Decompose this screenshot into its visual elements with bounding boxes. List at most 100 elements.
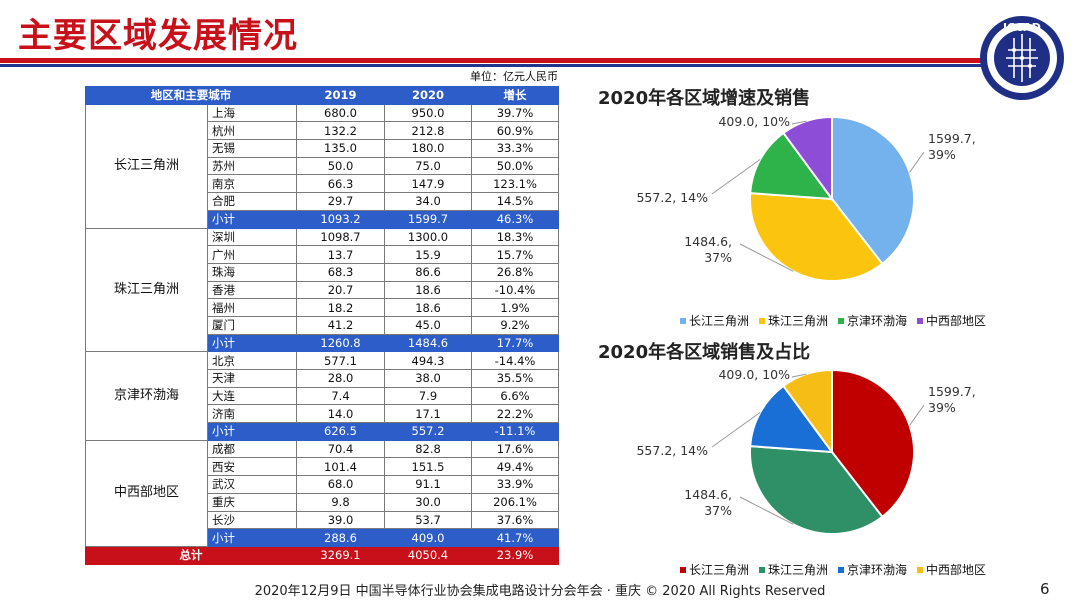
pie-chart-sales-share: 1599.7, 39% 1484.6, 37% 557.2, 14% 409.0, 10% — [636, 367, 976, 535]
total-2020: 4050.4 — [384, 545, 472, 565]
table-header-row: 地区和主要城市 2019 2020 增长 — [85, 86, 559, 105]
growth-value: 9.2% — [471, 315, 559, 335]
value-2020: 7.9 — [384, 386, 472, 406]
table-row: 苏州 50.0 75.0 50.0% — [86, 156, 559, 176]
legend-item: 中西部地区 — [917, 312, 986, 329]
leader-line — [711, 158, 761, 195]
value-2020: 212.8 — [384, 121, 472, 141]
value-2020: 75.0 — [384, 156, 472, 176]
pie2-legend: 长江三角洲 珠江三角洲 京津环渤海 中西部地区 — [680, 561, 986, 578]
total-label: 总计 — [85, 545, 297, 565]
city-name: 武汉 — [207, 475, 297, 494]
value-2019: 29.7 — [296, 192, 385, 211]
growth-value: -10.4% — [471, 280, 559, 300]
subtotal-2020: 409.0 — [384, 528, 472, 547]
leader-line — [909, 151, 925, 173]
subtotal-2019: 288.6 — [296, 528, 385, 547]
legend-label: 珠江三角洲 — [768, 563, 829, 577]
value-2020: 151.5 — [384, 457, 472, 477]
city-name: 南京 — [207, 174, 297, 194]
value-2019: 20.7 — [296, 280, 385, 300]
region-name: 长江三角洲 — [85, 103, 208, 229]
growth-value: 49.4% — [471, 457, 559, 477]
value-2019: 132.2 — [296, 121, 385, 141]
growth-value: 50.0% — [471, 156, 559, 176]
region-name: 京津环渤海 — [85, 351, 208, 441]
value-2020: 494.3 — [384, 351, 472, 370]
growth-value: 15.7% — [471, 245, 559, 264]
growth-value: 39.7% — [471, 103, 559, 123]
pie-slice — [749, 192, 884, 282]
total-row: 总计 3269.1 4050.4 23.9% — [85, 545, 559, 565]
growth-value: 37.6% — [471, 510, 559, 530]
city-name: 上海 — [207, 103, 297, 123]
growth-value: 206.1% — [471, 492, 559, 512]
table-row: 大连 7.4 7.9 6.6% — [86, 386, 559, 406]
city-name: 深圳 — [207, 227, 297, 247]
growth-value: 22.2% — [471, 404, 559, 424]
data-label: 1599.7, 39% — [928, 384, 976, 415]
growth-value: -14.4% — [471, 351, 559, 370]
table-row: 长沙 39.0 53.7 37.6% — [86, 510, 559, 530]
value-2020: 82.8 — [384, 439, 472, 459]
subtotal-label: 小计 — [207, 528, 297, 547]
legend-label: 京津环渤海 — [847, 314, 908, 328]
leader-line — [909, 404, 925, 426]
value-2019: 39.0 — [296, 510, 385, 530]
table-row: 合肥 29.7 34.0 14.5% — [86, 192, 559, 211]
subtotal-2020: 557.2 — [384, 422, 472, 441]
value-2020: 30.0 — [384, 492, 472, 512]
value-2019: 1098.7 — [296, 227, 385, 247]
value-2020: 86.6 — [384, 262, 472, 282]
subtotal-row: 小计 626.5 557.2 -11.1% — [86, 422, 559, 441]
legend-swatch — [838, 317, 845, 324]
value-2019: 50.0 — [296, 156, 385, 176]
iccad-logo: ICCAD — [980, 16, 1064, 100]
data-label: 409.0, 10% — [718, 114, 790, 129]
data-label: 557.2, 14% — [636, 443, 708, 458]
city-name: 香港 — [207, 280, 297, 300]
legend-item: 京津环渤海 — [838, 561, 907, 578]
leader-line — [739, 243, 794, 272]
header-2020: 2020 — [384, 86, 472, 105]
growth-value: 6.6% — [471, 386, 559, 406]
value-2019: 577.1 — [296, 351, 385, 370]
city-name: 杭州 — [207, 121, 297, 141]
pie-chart-growth-sales: 1599.7, 39% 1484.6, 37% 557.2, 14% 409.0, 10% — [636, 114, 976, 282]
value-2020: 38.0 — [384, 369, 472, 388]
value-2020: 18.6 — [384, 298, 472, 317]
value-2019: 68.0 — [296, 475, 385, 494]
pie-slice — [781, 115, 833, 203]
subtotal-2020: 1599.7 — [384, 209, 472, 229]
table-row: 长江三角洲 上海 680.0 950.0 39.7% — [85, 103, 559, 229]
value-2019: 28.0 — [296, 369, 385, 388]
data-label: 1484.6, 37% — [684, 234, 732, 265]
growth-value: 123.1% — [471, 174, 559, 194]
pie-slice — [831, 368, 915, 519]
value-2019: 9.8 — [296, 492, 385, 512]
total-growth: 23.9% — [471, 545, 559, 565]
legend-item: 京津环渤海 — [838, 312, 907, 329]
page-number: 6 — [1040, 580, 1050, 598]
value-2020: 1300.0 — [384, 227, 472, 247]
value-2019: 68.3 — [296, 262, 385, 282]
legend-label: 京津环渤海 — [847, 563, 908, 577]
header-growth: 增长 — [471, 86, 559, 105]
city-name: 广州 — [207, 245, 297, 264]
legend-label: 中西部地区 — [926, 314, 987, 328]
legend-swatch — [917, 566, 924, 573]
pie-slice — [831, 115, 915, 266]
table-row: 中西部地区 成都 70.4 82.8 17.6% — [85, 439, 559, 547]
legend-item: 珠江三角洲 — [759, 312, 828, 329]
data-label: 1599.7, 39% — [928, 131, 976, 162]
legend-swatch — [759, 317, 766, 324]
legend-item: 珠江三角洲 — [759, 561, 828, 578]
growth-value: 14.5% — [471, 192, 559, 211]
city-name: 大连 — [207, 386, 297, 406]
city-name: 厦门 — [207, 315, 297, 335]
value-2020: 45.0 — [384, 315, 472, 335]
city-name: 北京 — [207, 351, 297, 370]
pie-slice — [749, 384, 835, 454]
pie-slice — [781, 368, 833, 456]
legend-swatch — [680, 317, 686, 324]
